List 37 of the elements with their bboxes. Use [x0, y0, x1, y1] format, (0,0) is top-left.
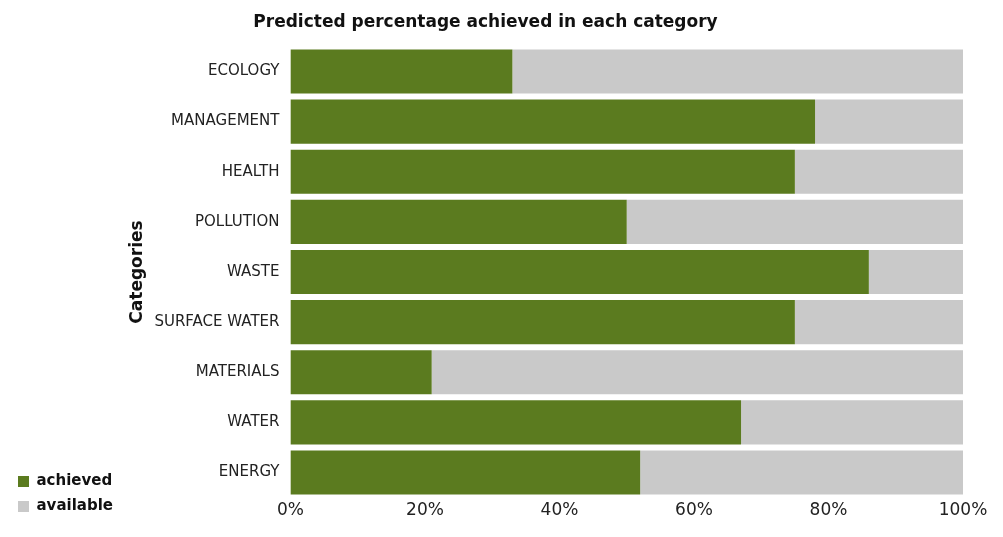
x-tick-label: 20% [406, 499, 444, 520]
legend-label: achieved [36, 471, 113, 490]
chart-title: Predicted percentage achieved in each category [253, 10, 718, 31]
bar [290, 300, 795, 345]
y-tick-label: SURFACE WATER [154, 312, 280, 331]
bar [741, 400, 963, 445]
y-tick-label: MATERIALS [195, 362, 280, 381]
bar [290, 350, 432, 395]
bar [626, 199, 963, 244]
bar [640, 450, 963, 495]
bar [290, 400, 742, 445]
y-axis-title: Categories [125, 220, 146, 324]
bar [868, 249, 963, 295]
bar [290, 249, 869, 295]
bar [794, 149, 963, 194]
bar [290, 199, 627, 244]
bar [290, 450, 641, 495]
y-tick-label: MANAGEMENT [171, 111, 281, 130]
y-tick-label: POLLUTION [195, 211, 280, 230]
bar [290, 149, 795, 194]
y-tick-label: WATER [227, 412, 280, 431]
bar [815, 99, 963, 144]
x-tick-label: 40% [540, 499, 579, 520]
y-tick-label: HEALTH [221, 161, 280, 180]
legend-label: available [36, 496, 113, 515]
x-tick-label: 100% [938, 499, 988, 520]
bar [290, 99, 816, 144]
x-tick-label: 0% [276, 499, 304, 520]
y-tick-label: ENERGY [218, 462, 281, 481]
bar [431, 350, 963, 395]
x-tick-label: 80% [809, 499, 848, 520]
bar [794, 300, 963, 345]
y-tick-label: ECOLOGY [208, 61, 281, 80]
y-tick-label: WASTE [227, 261, 280, 280]
bar [512, 49, 963, 94]
x-tick-label: 60% [675, 499, 713, 520]
bar [290, 49, 513, 94]
